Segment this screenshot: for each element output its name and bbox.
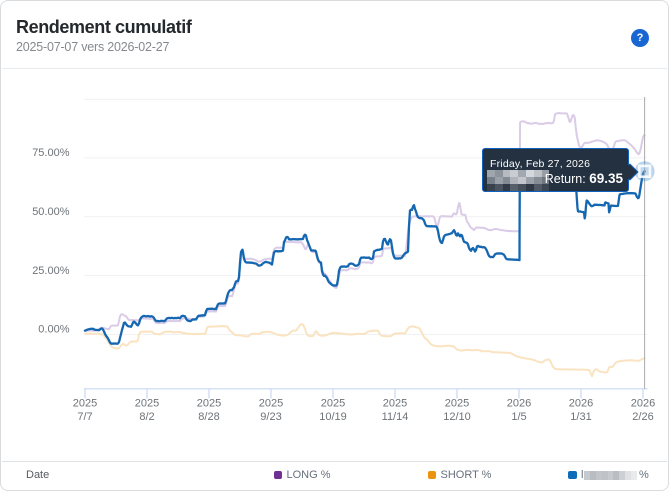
svg-text:1/31: 1/31	[570, 411, 591, 423]
svg-text:12/10: 12/10	[443, 411, 471, 423]
svg-text:0.00%: 0.00%	[38, 324, 69, 336]
svg-text:2025: 2025	[445, 398, 469, 410]
svg-text:2/26: 2/26	[632, 411, 653, 423]
svg-text:1/5: 1/5	[511, 411, 526, 423]
svg-text:2025: 2025	[259, 398, 283, 410]
svg-text:7/7: 7/7	[77, 411, 92, 423]
svg-text:11/14: 11/14	[382, 411, 409, 423]
svg-text:9/23: 9/23	[260, 411, 281, 423]
svg-text:2025: 2025	[383, 398, 407, 410]
svg-text:2025: 2025	[135, 398, 159, 410]
svg-text:2025: 2025	[73, 398, 97, 410]
svg-text:10/19: 10/19	[319, 411, 347, 423]
svg-text:2026: 2026	[507, 398, 531, 410]
svg-text:50.00%: 50.00%	[32, 206, 70, 218]
svg-text:75.00%: 75.00%	[32, 147, 70, 159]
svg-text:2026: 2026	[569, 398, 593, 410]
svg-text:25.00%: 25.00%	[32, 265, 70, 277]
svg-text:2026: 2026	[631, 398, 655, 410]
svg-text:2025: 2025	[321, 398, 345, 410]
svg-text:8/28: 8/28	[198, 411, 219, 423]
svg-text:8/2: 8/2	[139, 411, 154, 423]
svg-text:2025: 2025	[197, 398, 221, 410]
